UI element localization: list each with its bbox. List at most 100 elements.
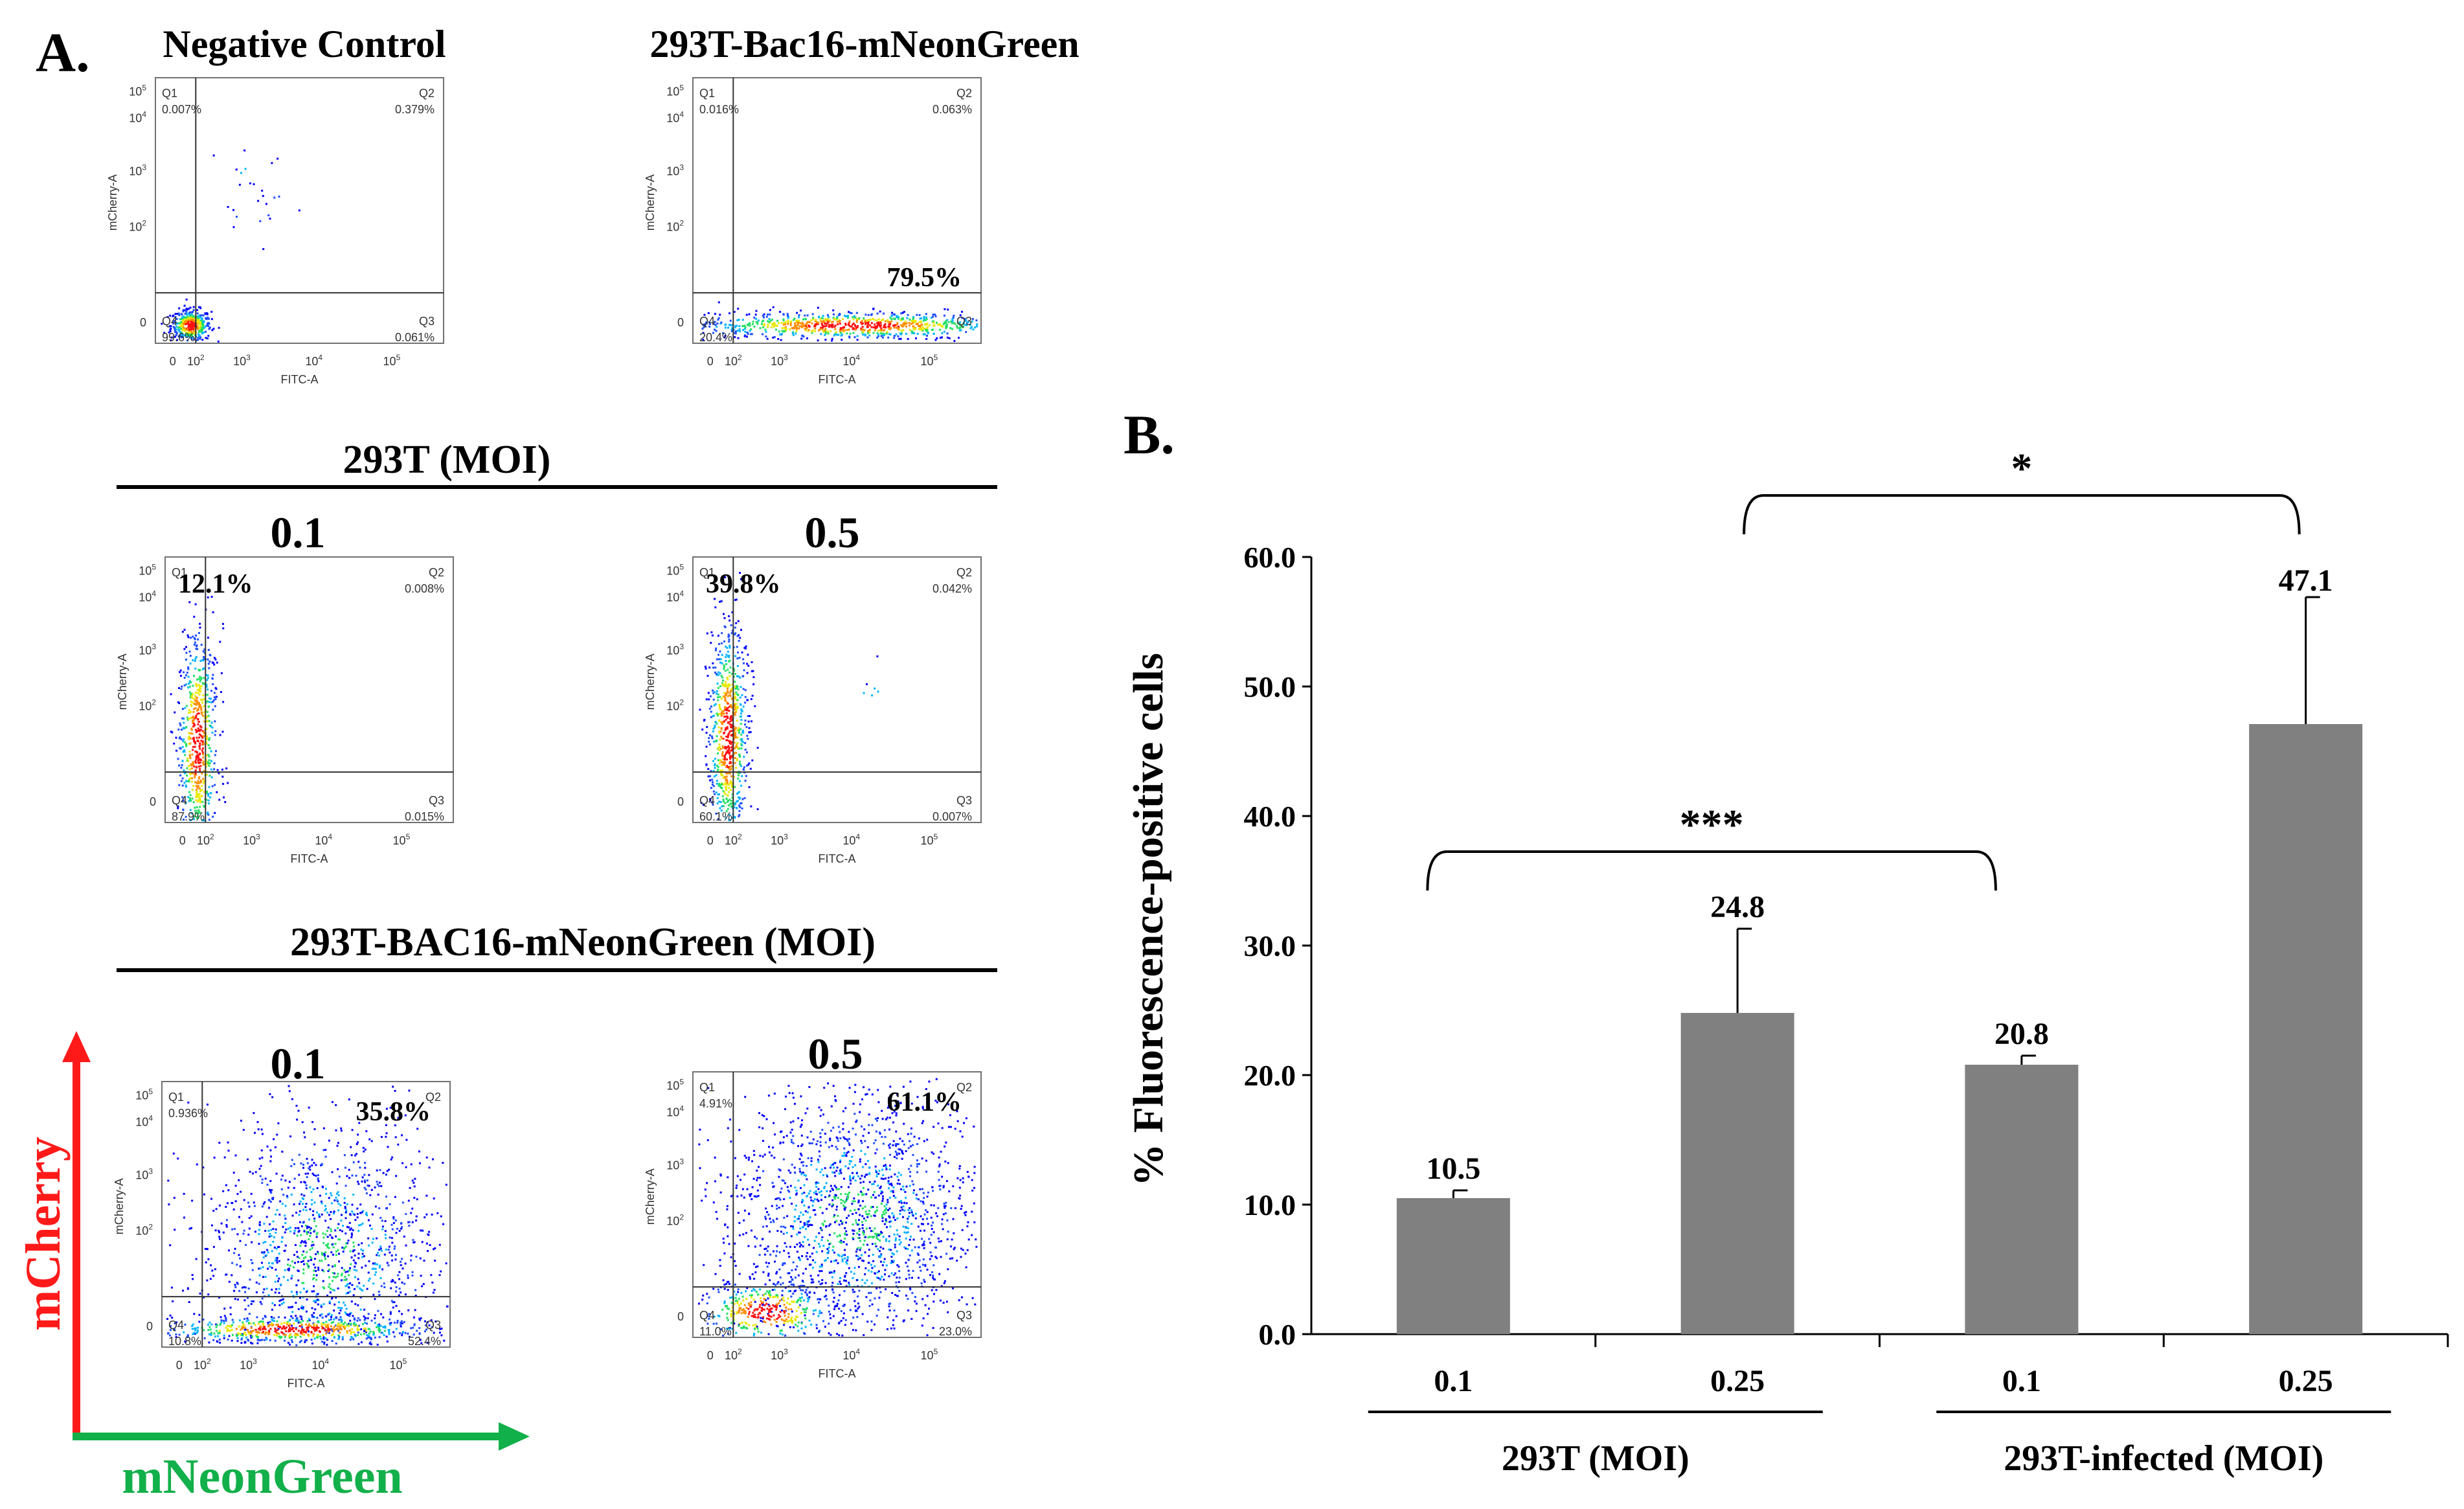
facs-event-dot [813, 1291, 816, 1294]
facs-event-dot [198, 322, 201, 324]
facs-event-dot [199, 690, 202, 692]
facs-event-dot [787, 1252, 790, 1254]
facs-event-dot [763, 313, 765, 315]
facs-event-dot [791, 327, 793, 330]
facs-event-dot [333, 1289, 335, 1291]
facs-event-dot [717, 686, 719, 689]
facs-event-dot [326, 1246, 329, 1249]
facs-event-dot [400, 1321, 402, 1324]
facs-y-axis-label: mCherry-A [113, 1178, 126, 1234]
facs-event-dot [904, 1191, 907, 1193]
facs-event-dot [333, 1310, 335, 1312]
facs-event-dot [179, 331, 182, 334]
facs-event-dot [192, 330, 195, 332]
facs-event-dot [361, 1211, 363, 1214]
facs-event-dot [912, 325, 914, 328]
facs-event-dot [923, 315, 925, 318]
facs-event-dot [233, 1252, 236, 1254]
facs-event-dot [284, 1269, 286, 1271]
facs-event-dot [170, 328, 172, 330]
facs-event-dot [322, 1280, 324, 1282]
facs-event-dot [180, 336, 183, 339]
facs-event-dot [721, 764, 723, 766]
facs-event-dot [882, 334, 885, 337]
facs-event-dot [335, 1328, 338, 1330]
facs-event-dot [395, 1254, 397, 1256]
facs-event-dot [729, 675, 731, 677]
facs-event-dot [728, 747, 730, 749]
facs-event-dot [867, 1188, 870, 1191]
facs-event-dot [314, 1327, 317, 1330]
facs-event-dot [317, 1303, 319, 1306]
facs-event-dot [747, 653, 749, 656]
facs-event-dot [806, 1211, 809, 1214]
facs-event-dot [346, 1323, 348, 1326]
facs-event-dot [193, 615, 196, 618]
facs-event-dot [291, 1260, 293, 1263]
facs-event-dot [824, 331, 827, 334]
facs-event-dot [279, 1200, 282, 1203]
facs-event-dot [414, 1289, 417, 1291]
facs-event-dot [223, 1337, 225, 1339]
facs-event-dot [946, 336, 949, 339]
facs-event-dot [322, 1326, 324, 1329]
facs-event-dot [187, 317, 190, 319]
facs-event-dot [313, 1326, 315, 1328]
facs-event-dot [431, 1326, 433, 1328]
facs-event-dot [922, 333, 925, 335]
facs-event-dot [304, 1206, 307, 1208]
facs-event-dot [720, 714, 723, 717]
facs-event-dot [256, 1339, 259, 1341]
facs-event-dot [776, 324, 778, 327]
facs-event-dot [776, 319, 779, 322]
facs-event-dot [743, 335, 746, 337]
facs-event-dot [422, 1229, 424, 1232]
facs-event-dot [895, 1237, 897, 1240]
facs-event-dot [198, 729, 201, 731]
facs-event-dot [376, 1263, 378, 1265]
facs-event-dot [321, 1252, 323, 1254]
facs-event-dot [352, 1259, 355, 1262]
facs-event-dot [325, 1188, 327, 1190]
facs-event-dot [392, 1306, 394, 1309]
facs-event-dot [401, 1322, 403, 1324]
facs-event-dot [295, 1291, 298, 1293]
facs-event-dot [231, 1333, 234, 1336]
facs-event-dot [196, 756, 198, 759]
facs-event-dot [726, 709, 729, 712]
facs-event-dot [175, 318, 178, 320]
facs-event-dot [198, 733, 201, 736]
facs-event-dot [411, 1221, 414, 1223]
facs-event-dot [879, 332, 882, 335]
facs-event-dot [225, 1206, 227, 1208]
y-tick-exponent: 2 [142, 219, 146, 228]
facs-event-dot [324, 1328, 326, 1331]
facs-event-dot [289, 1227, 291, 1229]
facs-event-dot [284, 1231, 286, 1234]
facs-event-dot [340, 1321, 343, 1324]
facs-event-dot [300, 1318, 303, 1321]
facs-event-dot [729, 666, 732, 669]
facs-event-dot [190, 313, 193, 316]
facs-event-dot [270, 1155, 272, 1158]
facs-event-dot [729, 646, 731, 649]
facs-event-dot [228, 1249, 230, 1252]
facs-event-dot [196, 793, 198, 795]
facs-event-dot [339, 1328, 341, 1330]
facs-event-dot [861, 328, 864, 330]
facs-event-dot [225, 1184, 227, 1186]
facs-event-dot [310, 1191, 313, 1194]
facs-event-dot [739, 754, 741, 757]
facs-event-dot [302, 1272, 305, 1275]
facs-event-dot [179, 671, 181, 674]
facs-event-dot [168, 1334, 171, 1337]
facs-event-dot [873, 1142, 876, 1144]
facs-event-dot [784, 323, 787, 326]
facs-event-dot [205, 318, 208, 321]
facs-event-dot [300, 1193, 303, 1196]
facs-event-dot [897, 315, 899, 318]
facs-event-dot [782, 319, 785, 322]
facs-event-dot [335, 1297, 337, 1299]
facs-event-dot [788, 1092, 791, 1095]
